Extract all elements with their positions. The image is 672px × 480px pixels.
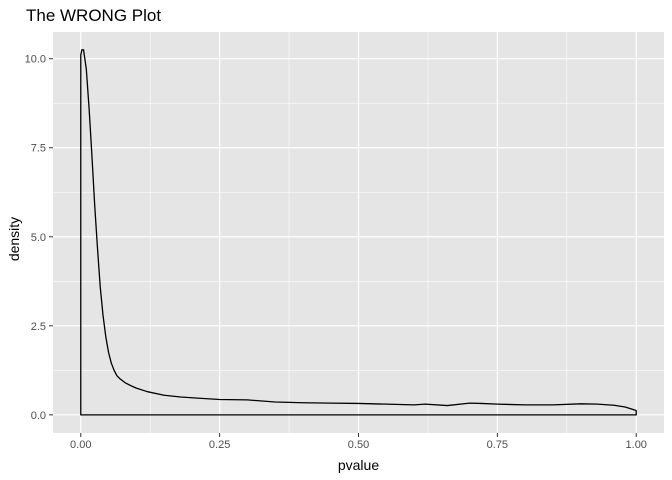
chart-title: The WRONG Plot: [26, 6, 161, 25]
x-tick-label: 1.00: [626, 439, 647, 451]
y-tick-label: 0.0: [31, 410, 46, 422]
x-tick-label: 0.50: [348, 439, 369, 451]
x-tick-label: 0.75: [487, 439, 508, 451]
x-axis-title: pvalue: [338, 457, 379, 473]
y-tick-label: 2.5: [31, 321, 46, 333]
y-axis-title: density: [6, 217, 22, 261]
y-tick-label: 7.5: [31, 143, 46, 155]
y-axis-ticks: 0.0 2.5 5.0 7.5 10.0: [25, 54, 53, 422]
x-tick-label: 0.00: [70, 439, 91, 451]
y-tick-label: 10.0: [25, 54, 46, 66]
x-tick-label: 0.25: [209, 439, 230, 451]
x-axis-ticks: 0.00 0.25 0.50 0.75 1.00: [70, 433, 647, 451]
density-curve: [80, 49, 637, 416]
y-tick-label: 5.0: [31, 232, 46, 244]
